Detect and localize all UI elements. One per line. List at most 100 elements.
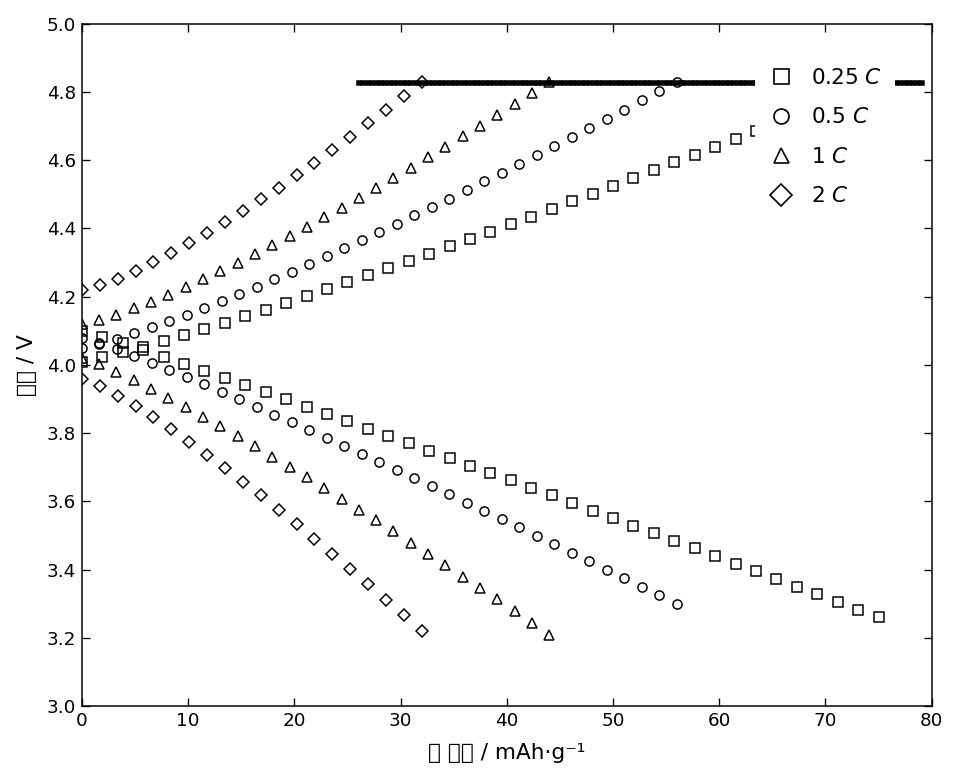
0.25 $C$ — [219, 374, 230, 383]
1 $C$ — [474, 583, 486, 593]
0.5 $C$ — [76, 333, 87, 342]
0.25 $C$ — [444, 453, 455, 463]
0.5 $C$ — [269, 410, 280, 419]
0.25 $C$ — [771, 574, 782, 583]
2 $C$ — [94, 381, 106, 391]
0.5 $C$ — [216, 387, 228, 396]
1 $C$ — [422, 549, 434, 558]
2 $C$ — [165, 425, 177, 434]
0.5 $C$ — [636, 582, 647, 591]
2 $C$ — [237, 477, 249, 486]
2 $C$ — [309, 534, 321, 544]
0.5 $C$ — [601, 565, 612, 574]
0.5 $C$ — [548, 540, 560, 549]
0.5 $C$ — [303, 425, 315, 434]
0.25 $C$ — [505, 476, 516, 485]
0.5 $C$ — [584, 556, 595, 566]
0.25 $C$ — [280, 395, 292, 404]
0.5 $C$ — [671, 599, 683, 608]
0.25 $C$ — [791, 582, 803, 591]
1 $C$ — [440, 561, 451, 570]
0.25 $C$ — [403, 438, 415, 448]
2 $C$ — [76, 374, 87, 383]
0.25 $C$ — [260, 388, 272, 397]
1 $C$ — [405, 538, 417, 548]
0.25 $C$ — [730, 559, 741, 569]
1 $C$ — [301, 473, 313, 482]
1 $C$ — [526, 618, 538, 627]
0.25 $C$ — [342, 417, 353, 426]
1 $C$ — [543, 629, 555, 639]
0.25 $C$ — [546, 491, 558, 500]
0.25 $C$ — [179, 360, 190, 369]
0.25 $C$ — [648, 529, 660, 538]
2 $C$ — [112, 391, 124, 400]
1 $C$ — [371, 516, 382, 525]
2 $C$ — [183, 438, 195, 447]
0.25 $C$ — [852, 605, 864, 615]
Line: 0.25 $C$: 0.25 $C$ — [78, 326, 883, 622]
2 $C$ — [326, 549, 338, 558]
1 $C$ — [110, 367, 122, 377]
0.25 $C$ — [628, 521, 639, 530]
1 $C$ — [198, 412, 209, 421]
0.25 $C$ — [199, 367, 210, 376]
2 $C$ — [416, 626, 427, 636]
2 $C$ — [219, 463, 230, 473]
0.25 $C$ — [689, 544, 701, 553]
0.25 $C$ — [811, 590, 823, 599]
0.25 $C$ — [137, 346, 149, 355]
0.25 $C$ — [465, 461, 476, 470]
0.25 $C$ — [117, 339, 129, 348]
0.25 $C$ — [709, 551, 721, 561]
2 $C$ — [345, 564, 356, 573]
0.5 $C$ — [94, 339, 106, 348]
2 $C$ — [362, 580, 373, 589]
0.5 $C$ — [199, 380, 210, 389]
0.5 $C$ — [146, 358, 157, 367]
0.5 $C$ — [286, 417, 298, 427]
0.5 $C$ — [129, 351, 140, 360]
Line: 0.5 $C$: 0.5 $C$ — [78, 333, 682, 608]
1 $C$ — [76, 353, 87, 363]
0.25 $C$ — [832, 597, 844, 607]
0.25 $C$ — [76, 326, 87, 335]
0.5 $C$ — [531, 531, 542, 541]
0.25 $C$ — [668, 536, 680, 545]
2 $C$ — [291, 519, 302, 529]
0.25 $C$ — [587, 505, 598, 515]
1 $C$ — [284, 463, 296, 472]
0.25 $C$ — [566, 498, 578, 508]
1 $C$ — [215, 422, 227, 431]
0.5 $C$ — [618, 573, 630, 583]
2 $C$ — [273, 505, 284, 514]
0.25 $C$ — [157, 353, 169, 362]
0.5 $C$ — [566, 548, 578, 557]
0.5 $C$ — [496, 514, 508, 523]
0.5 $C$ — [426, 481, 438, 491]
0.5 $C$ — [409, 473, 420, 483]
0.25 $C$ — [362, 424, 373, 433]
1 $C$ — [93, 360, 105, 369]
1 $C$ — [128, 375, 139, 385]
0.5 $C$ — [339, 441, 350, 451]
0.25 $C$ — [382, 431, 394, 441]
0.5 $C$ — [654, 590, 665, 600]
0.5 $C$ — [444, 490, 455, 499]
0.5 $C$ — [461, 498, 472, 507]
1 $C$ — [509, 606, 520, 615]
1 $C$ — [319, 484, 330, 493]
Legend: 0.25 $C$, 0.5 $C$, 1 $C$, 2 $C$: 0.25 $C$, 0.5 $C$, 1 $C$, 2 $C$ — [756, 55, 896, 219]
1 $C$ — [388, 526, 399, 536]
0.25 $C$ — [608, 513, 619, 523]
2 $C$ — [255, 491, 267, 500]
1 $C$ — [180, 402, 191, 412]
1 $C$ — [250, 441, 261, 451]
0.5 $C$ — [391, 465, 402, 474]
1 $C$ — [232, 431, 244, 441]
2 $C$ — [130, 402, 141, 411]
0.5 $C$ — [373, 457, 385, 466]
0.5 $C$ — [233, 395, 245, 404]
0.5 $C$ — [356, 449, 368, 459]
0.5 $C$ — [181, 372, 193, 381]
